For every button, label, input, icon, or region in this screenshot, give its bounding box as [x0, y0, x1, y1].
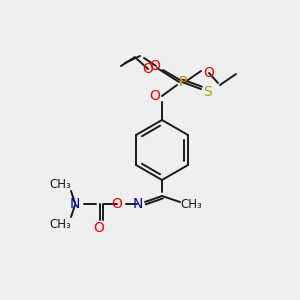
Text: P: P	[179, 75, 187, 89]
Text: CH₃: CH₃	[49, 178, 71, 190]
Text: O: O	[150, 59, 160, 73]
Text: O: O	[204, 66, 214, 80]
Text: N: N	[133, 197, 143, 211]
Text: O: O	[94, 221, 104, 235]
Text: CH₃: CH₃	[49, 218, 71, 230]
Text: S: S	[204, 85, 212, 99]
Text: O: O	[112, 197, 122, 211]
Text: O: O	[142, 62, 153, 76]
Text: N: N	[70, 197, 80, 211]
Text: O: O	[150, 89, 160, 103]
Text: CH₃: CH₃	[180, 197, 202, 211]
